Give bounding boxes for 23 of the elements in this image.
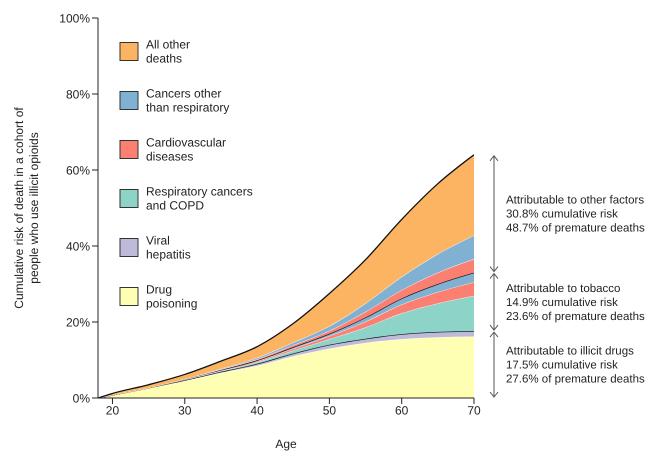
y-tick-label: 40% [66, 239, 90, 254]
text: Attributable to illicit drugs 17.5% cumulative risk 27.6% of premature deaths [506, 346, 645, 386]
legend-label: Cardiovascular diseases [146, 136, 226, 164]
y-tick-label: 20% [66, 315, 90, 330]
legend-label: Respiratory cancers and COPD [146, 184, 253, 212]
x-tick-label: 60 [395, 404, 409, 418]
legend-label: All other deaths [146, 38, 190, 66]
y-tick-label: 80% [66, 87, 90, 102]
x-tick-label: 70 [467, 404, 481, 418]
x-tick-label: 50 [322, 404, 336, 418]
y-axis-title: Cumulative risk of death in a cohort of people who use illicit opioids [12, 106, 41, 309]
legend-label: Viral hepatitis [146, 234, 191, 262]
legend-label: Drug poisoning [146, 282, 198, 310]
x-tick-label: 20 [106, 404, 120, 418]
x-axis-title: Age [275, 437, 297, 451]
y-tick-label: 100% [59, 11, 90, 26]
y-tick-label: 60% [66, 163, 90, 178]
x-tick-label: 40 [250, 404, 264, 418]
y-tick-label: 0% [72, 391, 90, 406]
text: Attributable to other factors 30.8% cumulative risk 48.7% of premature deaths [506, 194, 645, 235]
x-tick-label: 30 [178, 404, 192, 418]
text: Attributable to tobacco 14.9% cumulative risk 23.6% of premature deaths [506, 282, 645, 323]
legend-label: Cancers other than respiratory [146, 86, 230, 114]
